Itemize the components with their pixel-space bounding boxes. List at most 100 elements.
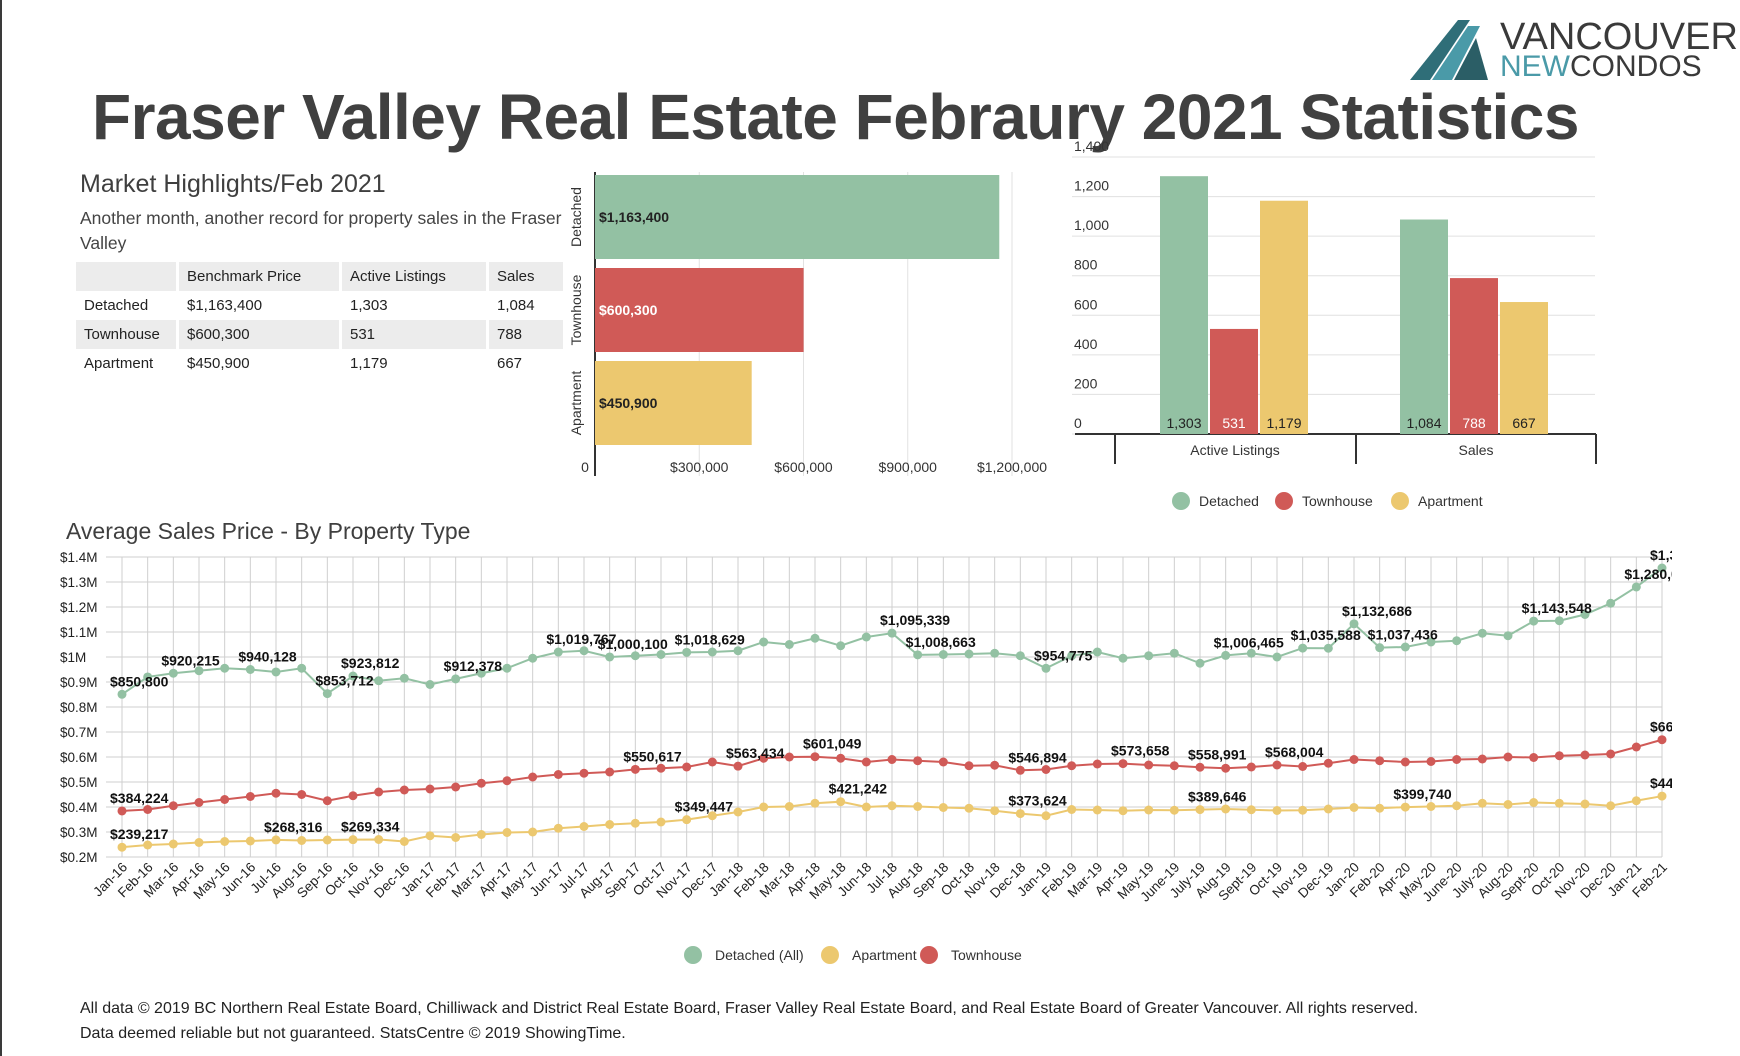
y-tick-label: $0.2M xyxy=(60,850,98,865)
series-point xyxy=(810,798,820,808)
point-label: $1,006,465 xyxy=(1214,634,1284,650)
point-label: $1,037,436 xyxy=(1368,627,1438,643)
series-point xyxy=(1067,651,1077,661)
point-label: $573,658 xyxy=(1111,743,1170,759)
series-point xyxy=(1580,799,1590,809)
series-point xyxy=(1631,796,1641,806)
column xyxy=(1500,302,1548,434)
point-label: $399,740 xyxy=(1393,786,1452,802)
series-point xyxy=(1606,749,1616,759)
column xyxy=(1260,200,1308,434)
legend-label: Townhouse xyxy=(951,947,1022,963)
logo-line1: VANCOUVER xyxy=(1500,16,1738,58)
series-point xyxy=(117,806,127,816)
point-label: $546,894 xyxy=(1008,749,1067,765)
series-point xyxy=(348,835,358,845)
point-label: $1,018,629 xyxy=(675,631,745,647)
table-cell: $450,900 xyxy=(177,349,342,378)
y-tick-label: 1,200 xyxy=(1074,178,1109,194)
series-point xyxy=(1529,753,1539,762)
point-label: $853,712 xyxy=(315,673,374,689)
series-point xyxy=(1144,805,1154,815)
series-point xyxy=(1477,754,1487,764)
series-point xyxy=(733,646,743,656)
table-header-cell: Benchmark Price xyxy=(177,262,342,291)
point-label: $954,775 xyxy=(1034,647,1093,663)
footer-copyright: All data © 2019 BC Northern Real Estate … xyxy=(80,1000,1419,1017)
x-tick-label: 0 xyxy=(581,459,589,475)
series-point xyxy=(733,807,743,817)
footer-disclaimer: Data deemed reliable but not guaranteed.… xyxy=(80,1025,626,1042)
y-tick-label: $1.4M xyxy=(60,550,98,565)
x-tick-label: $1,200,000 xyxy=(977,459,1047,475)
series-point xyxy=(297,663,307,673)
series-point xyxy=(1015,765,1025,775)
table-cell: 1,179 xyxy=(340,349,489,378)
series-point xyxy=(1400,757,1410,767)
series-point xyxy=(1503,752,1513,762)
series-point xyxy=(1323,758,1333,768)
series-point xyxy=(1169,648,1179,658)
series-point xyxy=(1221,804,1231,814)
series-point xyxy=(1349,755,1359,764)
series-point xyxy=(502,776,512,786)
column xyxy=(1210,328,1258,434)
series-point xyxy=(861,632,871,642)
table-cell: $1,163,400 xyxy=(177,291,342,320)
series-point xyxy=(964,803,974,813)
series-point xyxy=(887,755,897,764)
series-point xyxy=(220,795,230,804)
point-label: $923,812 xyxy=(341,655,400,671)
series-point xyxy=(1477,798,1487,808)
y-tick-label: 200 xyxy=(1074,375,1098,391)
y-tick-label: 400 xyxy=(1074,336,1098,352)
series-point xyxy=(579,646,589,656)
table-cell: 531 xyxy=(340,320,489,349)
point-label: $1,019,767 xyxy=(546,631,616,647)
category-label: Sales xyxy=(1458,442,1493,458)
highlights-heading: Market Highlights/Feb 2021 xyxy=(80,170,386,198)
series-point xyxy=(1015,651,1025,661)
series-point xyxy=(117,842,127,852)
series-point xyxy=(810,752,820,762)
point-label: $1,008,663 xyxy=(906,634,976,650)
point-label: $1,143,548 xyxy=(1522,600,1592,616)
legend-swatch xyxy=(1275,492,1293,510)
series-point xyxy=(1144,760,1154,770)
y-tick-label: 0 xyxy=(1074,415,1082,431)
series-point xyxy=(322,689,332,699)
series-point xyxy=(1554,798,1564,808)
series-point xyxy=(1195,658,1205,668)
table-cell: 1,084 xyxy=(487,291,566,320)
series-point xyxy=(1041,663,1051,673)
table-header-cell: Active Listings xyxy=(340,262,489,291)
series-point xyxy=(168,801,178,811)
x-tick-label: $600,000 xyxy=(774,459,833,475)
point-label: $601,049 xyxy=(803,736,862,752)
legend-label: Detached (All) xyxy=(715,947,804,963)
series-point xyxy=(579,768,589,778)
series-point xyxy=(759,637,769,647)
vancouver-new-condos-logo xyxy=(1410,20,1488,80)
data-label: 1,179 xyxy=(1266,415,1301,431)
series-point xyxy=(528,827,538,837)
series-point xyxy=(1503,631,1513,641)
data-label: 667 xyxy=(1512,415,1536,431)
bar xyxy=(595,361,752,445)
column xyxy=(1160,176,1208,434)
series-point xyxy=(194,838,204,847)
y-tick-label: $1.1M xyxy=(60,625,98,640)
series-point xyxy=(1554,751,1564,761)
data-label: $450,900 xyxy=(599,395,658,411)
series-point xyxy=(759,802,769,812)
point-label: $1,035,588 xyxy=(1291,627,1361,643)
legend-swatch xyxy=(684,946,702,964)
series-point xyxy=(1118,759,1128,769)
series-point xyxy=(553,647,563,657)
legend-label: Detached xyxy=(1199,493,1259,509)
series-point xyxy=(1246,762,1256,772)
legend-label: Apartment xyxy=(1418,493,1483,509)
table-cell: 1,303 xyxy=(340,291,489,320)
series-point xyxy=(1375,756,1385,766)
column xyxy=(1450,278,1498,434)
